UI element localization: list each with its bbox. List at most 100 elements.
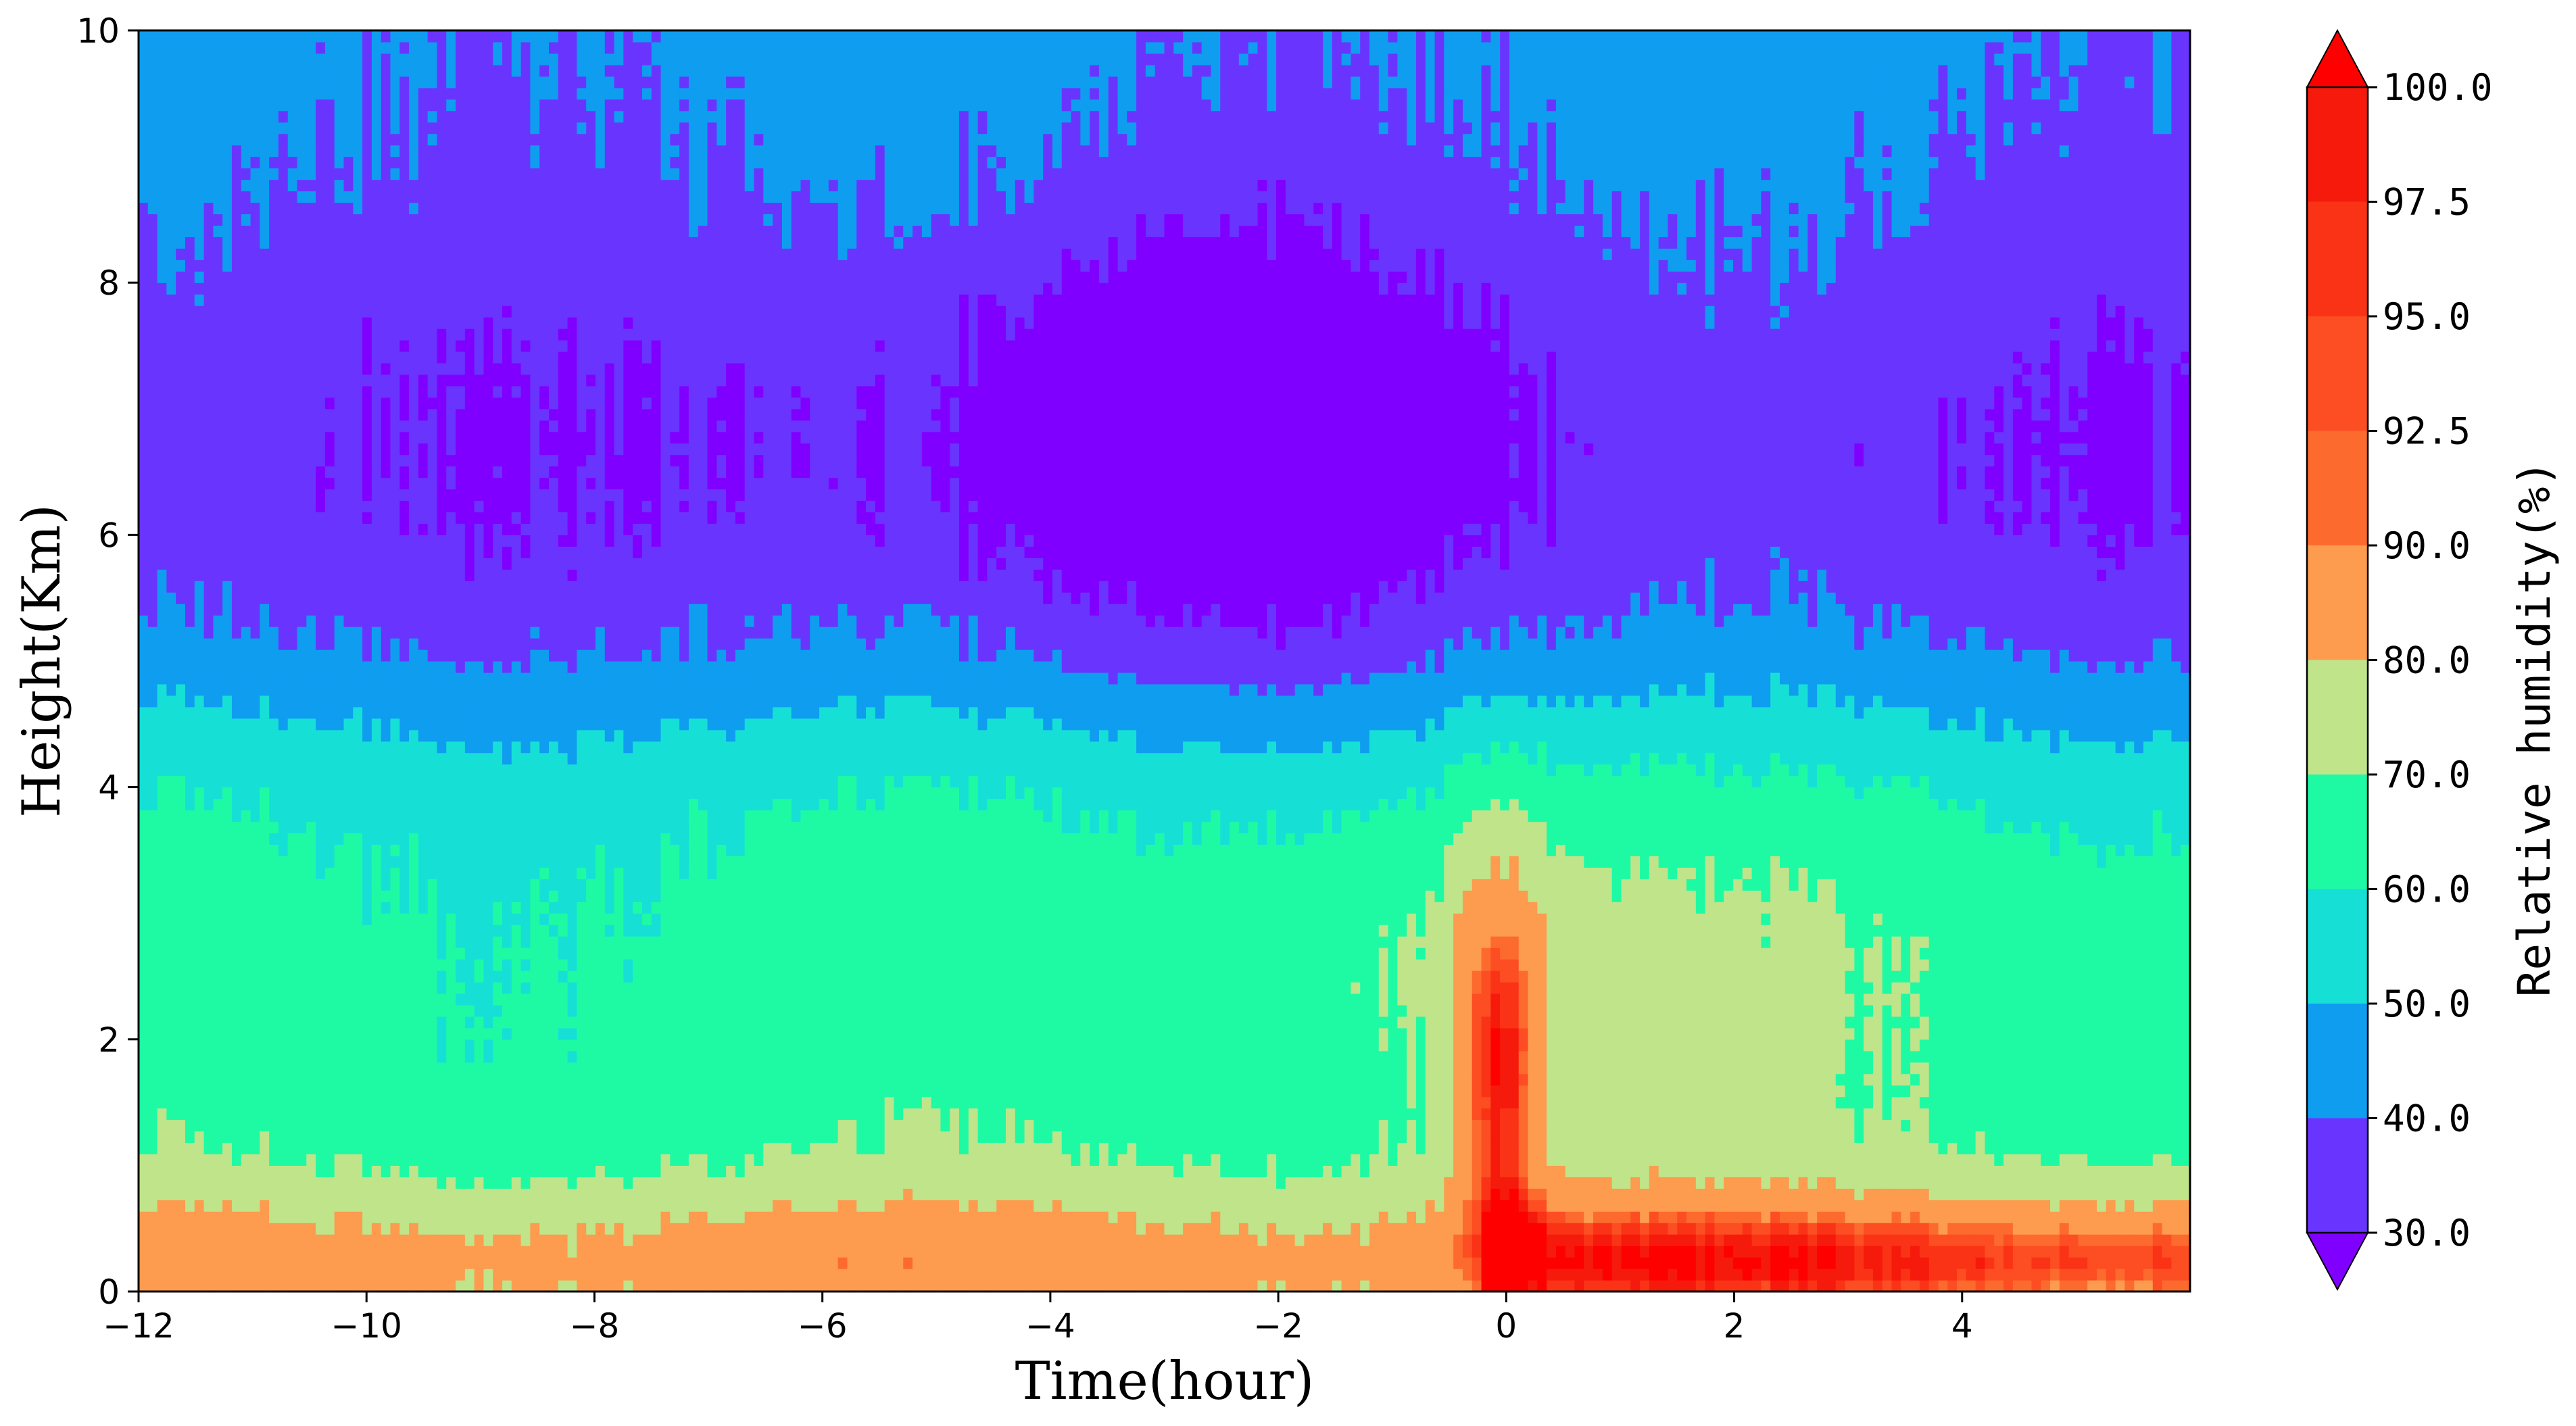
- contour-cell: [456, 661, 465, 673]
- contour-cell: [437, 1269, 446, 1281]
- contour-cell: [325, 111, 335, 123]
- contour-cell: [166, 592, 176, 604]
- contour-cell: [176, 271, 185, 283]
- contour-cell: [148, 122, 157, 134]
- contour-cell: [148, 523, 157, 535]
- contour-cell: [502, 661, 512, 673]
- contour-cell: [446, 374, 456, 387]
- contour-cell: [288, 1142, 297, 1154]
- contour-cell: [539, 626, 549, 639]
- contour-cell: [549, 970, 558, 983]
- contour-cell: [353, 844, 362, 856]
- contour-cell: [232, 1085, 241, 1098]
- contour-cell: [549, 523, 558, 535]
- contour-cell: [148, 1257, 157, 1269]
- contour-cell: [446, 741, 456, 754]
- contour-cell: [269, 1074, 278, 1086]
- contour-cell: [372, 1246, 381, 1258]
- contour-cell: [493, 1223, 502, 1235]
- contour-cell: [306, 111, 316, 123]
- contour-cell: [390, 535, 399, 547]
- contour-cell: [372, 993, 381, 1006]
- contour-cell: [409, 294, 418, 306]
- contour-cell: [465, 718, 475, 731]
- contour-cell: [409, 1257, 418, 1269]
- contour-cell: [521, 615, 531, 627]
- contour-cell: [344, 649, 354, 662]
- contour-cell: [316, 420, 325, 433]
- contour-cell: [465, 386, 475, 398]
- contour-cell: [362, 317, 372, 329]
- contour-cell: [483, 569, 493, 581]
- contour-cell: [176, 42, 185, 54]
- contour-cell: [278, 592, 288, 604]
- contour-cell: [195, 1154, 204, 1166]
- contour-cell: [483, 1131, 493, 1144]
- contour-cell: [213, 1142, 222, 1154]
- contour-cell: [185, 305, 195, 318]
- contour-cell: [139, 145, 148, 157]
- contour-cell: [241, 1211, 251, 1223]
- contour-cell: [195, 122, 204, 134]
- contour-cell: [288, 833, 297, 845]
- contour-cell: [456, 672, 465, 685]
- contour-cell: [483, 489, 493, 501]
- contour-cell: [512, 225, 521, 237]
- contour-cell: [399, 42, 409, 54]
- contour-cell: [381, 1142, 391, 1154]
- contour-cell: [549, 1051, 558, 1063]
- contour-cell: [521, 260, 531, 272]
- contour-cell: [335, 1177, 344, 1189]
- contour-cell: [195, 237, 204, 249]
- contour-cell: [530, 661, 539, 673]
- contour-cell: [335, 879, 344, 891]
- contour-cell: [316, 1005, 325, 1017]
- contour-cell: [549, 890, 558, 902]
- contour-cell: [297, 1154, 307, 1166]
- contour-cell: [372, 1097, 381, 1109]
- contour-cell: [418, 168, 428, 180]
- contour-cell: [251, 53, 260, 66]
- contour-cell: [213, 340, 222, 352]
- contour-cell: [446, 695, 456, 708]
- contour-cell: [428, 558, 437, 570]
- contour-cell: [521, 225, 531, 237]
- contour-cell: [456, 810, 465, 822]
- contour-cell: [446, 351, 456, 364]
- contour-cell: [558, 982, 568, 994]
- contour-cell: [446, 1097, 456, 1109]
- contour-cell: [502, 970, 512, 983]
- contour-cell: [139, 707, 148, 719]
- contour-cell: [306, 1039, 316, 1052]
- contour-cell: [185, 546, 195, 558]
- contour-cell: [260, 340, 269, 352]
- contour-cell: [185, 1165, 195, 1177]
- contour-cell: [139, 925, 148, 937]
- contour-cell: [418, 294, 428, 306]
- contour-cell: [549, 30, 558, 43]
- contour-cell: [399, 1211, 409, 1223]
- contour-cell: [521, 718, 531, 731]
- contour-cell: [530, 695, 539, 708]
- contour-cell: [512, 99, 521, 112]
- contour-cell: [204, 649, 214, 662]
- contour-cell: [530, 501, 539, 513]
- contour-cell: [475, 1154, 484, 1166]
- contour-cell: [222, 1039, 232, 1052]
- contour-cell: [399, 180, 409, 192]
- contour-cell: [381, 592, 391, 604]
- contour-cell: [306, 753, 316, 765]
- contour-cell: [232, 867, 241, 879]
- contour-cell: [399, 1165, 409, 1177]
- contour-cell: [512, 523, 521, 535]
- contour-cell: [372, 466, 381, 478]
- contour-cell: [493, 305, 502, 318]
- contour-cell: [530, 982, 539, 994]
- contour-cell: [157, 294, 167, 306]
- contour-cell: [297, 1200, 307, 1212]
- contour-cell: [185, 776, 195, 788]
- contour-cell: [362, 787, 372, 800]
- contour-cell: [185, 970, 195, 983]
- contour-cell: [549, 489, 558, 501]
- contour-cell: [185, 707, 195, 719]
